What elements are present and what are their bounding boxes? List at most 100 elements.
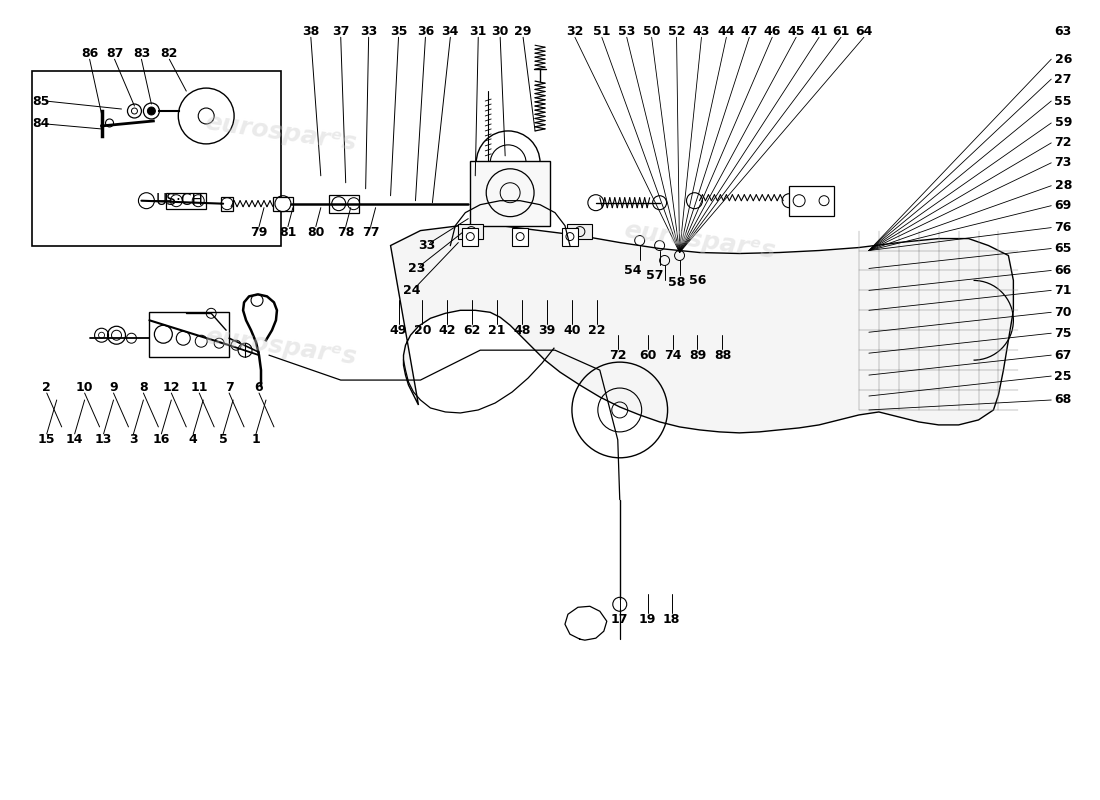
Text: 55: 55 bbox=[1055, 94, 1072, 107]
Text: 24: 24 bbox=[403, 284, 420, 297]
Text: 61: 61 bbox=[833, 25, 849, 38]
Text: 1: 1 bbox=[252, 434, 261, 446]
Text: 38: 38 bbox=[302, 25, 319, 38]
Text: 45: 45 bbox=[788, 25, 805, 38]
Text: 75: 75 bbox=[1055, 326, 1072, 340]
Text: 79: 79 bbox=[251, 226, 267, 239]
Text: 82: 82 bbox=[161, 46, 178, 60]
Bar bbox=[459, 224, 483, 238]
Text: 28: 28 bbox=[1055, 179, 1071, 192]
Text: 49: 49 bbox=[389, 324, 407, 337]
Text: 85: 85 bbox=[32, 94, 50, 107]
Text: 23: 23 bbox=[408, 262, 426, 275]
Bar bbox=[32, 71, 280, 246]
Text: 83: 83 bbox=[133, 46, 150, 60]
Text: 21: 21 bbox=[488, 324, 506, 337]
Text: 5: 5 bbox=[219, 434, 228, 446]
Text: 78: 78 bbox=[337, 226, 354, 239]
Text: 80: 80 bbox=[307, 226, 324, 239]
Text: 72: 72 bbox=[1055, 136, 1072, 150]
Text: 25: 25 bbox=[1055, 370, 1072, 382]
Text: eurosparᵉs: eurosparᵉs bbox=[204, 325, 359, 370]
Text: 12: 12 bbox=[163, 381, 180, 394]
Bar bbox=[471, 161, 550, 226]
Text: 68: 68 bbox=[1055, 394, 1071, 406]
Text: 3: 3 bbox=[129, 434, 138, 446]
Text: 34: 34 bbox=[442, 25, 459, 38]
Text: 30: 30 bbox=[492, 25, 509, 38]
Text: 26: 26 bbox=[1055, 53, 1071, 66]
Text: eurosparᵉs: eurosparᵉs bbox=[204, 110, 359, 155]
Text: 13: 13 bbox=[95, 434, 112, 446]
Bar bbox=[273, 197, 293, 210]
Text: 70: 70 bbox=[1055, 306, 1072, 319]
Text: 74: 74 bbox=[663, 349, 681, 362]
Text: 54: 54 bbox=[624, 264, 641, 277]
Bar bbox=[221, 197, 233, 210]
Text: 87: 87 bbox=[106, 46, 123, 60]
Text: 86: 86 bbox=[81, 46, 98, 60]
Text: 46: 46 bbox=[763, 25, 781, 38]
Bar bbox=[562, 228, 578, 246]
Circle shape bbox=[147, 107, 155, 115]
Text: 9: 9 bbox=[109, 381, 118, 394]
Bar bbox=[166, 193, 206, 209]
Polygon shape bbox=[390, 226, 1013, 433]
Text: 6: 6 bbox=[255, 381, 263, 394]
Bar bbox=[329, 194, 359, 213]
Text: 31: 31 bbox=[470, 25, 487, 38]
Text: 27: 27 bbox=[1055, 73, 1072, 86]
Text: 56: 56 bbox=[689, 274, 706, 287]
Text: 81: 81 bbox=[279, 226, 297, 239]
Text: 33: 33 bbox=[418, 239, 436, 252]
Text: 58: 58 bbox=[668, 276, 685, 289]
Text: 4: 4 bbox=[189, 434, 198, 446]
Text: 17: 17 bbox=[610, 613, 628, 626]
Text: 71: 71 bbox=[1055, 284, 1072, 297]
Text: 51: 51 bbox=[593, 25, 611, 38]
Text: 10: 10 bbox=[76, 381, 94, 394]
Text: US·CH: US·CH bbox=[155, 193, 204, 208]
Text: 35: 35 bbox=[389, 25, 407, 38]
Text: 76: 76 bbox=[1055, 221, 1071, 234]
Text: 32: 32 bbox=[566, 25, 584, 38]
Text: 33: 33 bbox=[360, 25, 377, 38]
Text: 89: 89 bbox=[689, 349, 706, 362]
Text: 53: 53 bbox=[618, 25, 636, 38]
Text: 52: 52 bbox=[668, 25, 685, 38]
Text: 40: 40 bbox=[563, 324, 581, 337]
Text: 20: 20 bbox=[414, 324, 431, 337]
Text: 66: 66 bbox=[1055, 264, 1071, 277]
Text: 41: 41 bbox=[811, 25, 828, 38]
Text: 50: 50 bbox=[642, 25, 660, 38]
Text: 16: 16 bbox=[153, 434, 170, 446]
Text: 15: 15 bbox=[39, 434, 55, 446]
Text: 2: 2 bbox=[43, 381, 51, 394]
Bar bbox=[566, 224, 592, 238]
Text: 69: 69 bbox=[1055, 199, 1071, 212]
Text: 36: 36 bbox=[417, 25, 434, 38]
Text: 18: 18 bbox=[663, 613, 680, 626]
Bar bbox=[513, 228, 528, 246]
Text: 64: 64 bbox=[855, 25, 872, 38]
Bar bbox=[150, 312, 229, 357]
Text: 88: 88 bbox=[714, 349, 732, 362]
Text: 67: 67 bbox=[1055, 349, 1071, 362]
Text: 72: 72 bbox=[609, 349, 627, 362]
Text: 84: 84 bbox=[32, 118, 50, 130]
Text: 62: 62 bbox=[463, 324, 481, 337]
Text: 63: 63 bbox=[1055, 25, 1071, 38]
Text: 65: 65 bbox=[1055, 242, 1071, 255]
Text: 37: 37 bbox=[332, 25, 350, 38]
Text: 57: 57 bbox=[646, 269, 663, 282]
Text: 39: 39 bbox=[538, 324, 556, 337]
Bar bbox=[789, 186, 834, 216]
Text: 14: 14 bbox=[66, 434, 84, 446]
Text: 73: 73 bbox=[1055, 156, 1071, 170]
Text: 22: 22 bbox=[588, 324, 606, 337]
Text: 59: 59 bbox=[1055, 117, 1071, 130]
Bar bbox=[462, 228, 478, 246]
Text: 44: 44 bbox=[717, 25, 735, 38]
Text: 8: 8 bbox=[139, 381, 147, 394]
Text: 19: 19 bbox=[639, 613, 657, 626]
